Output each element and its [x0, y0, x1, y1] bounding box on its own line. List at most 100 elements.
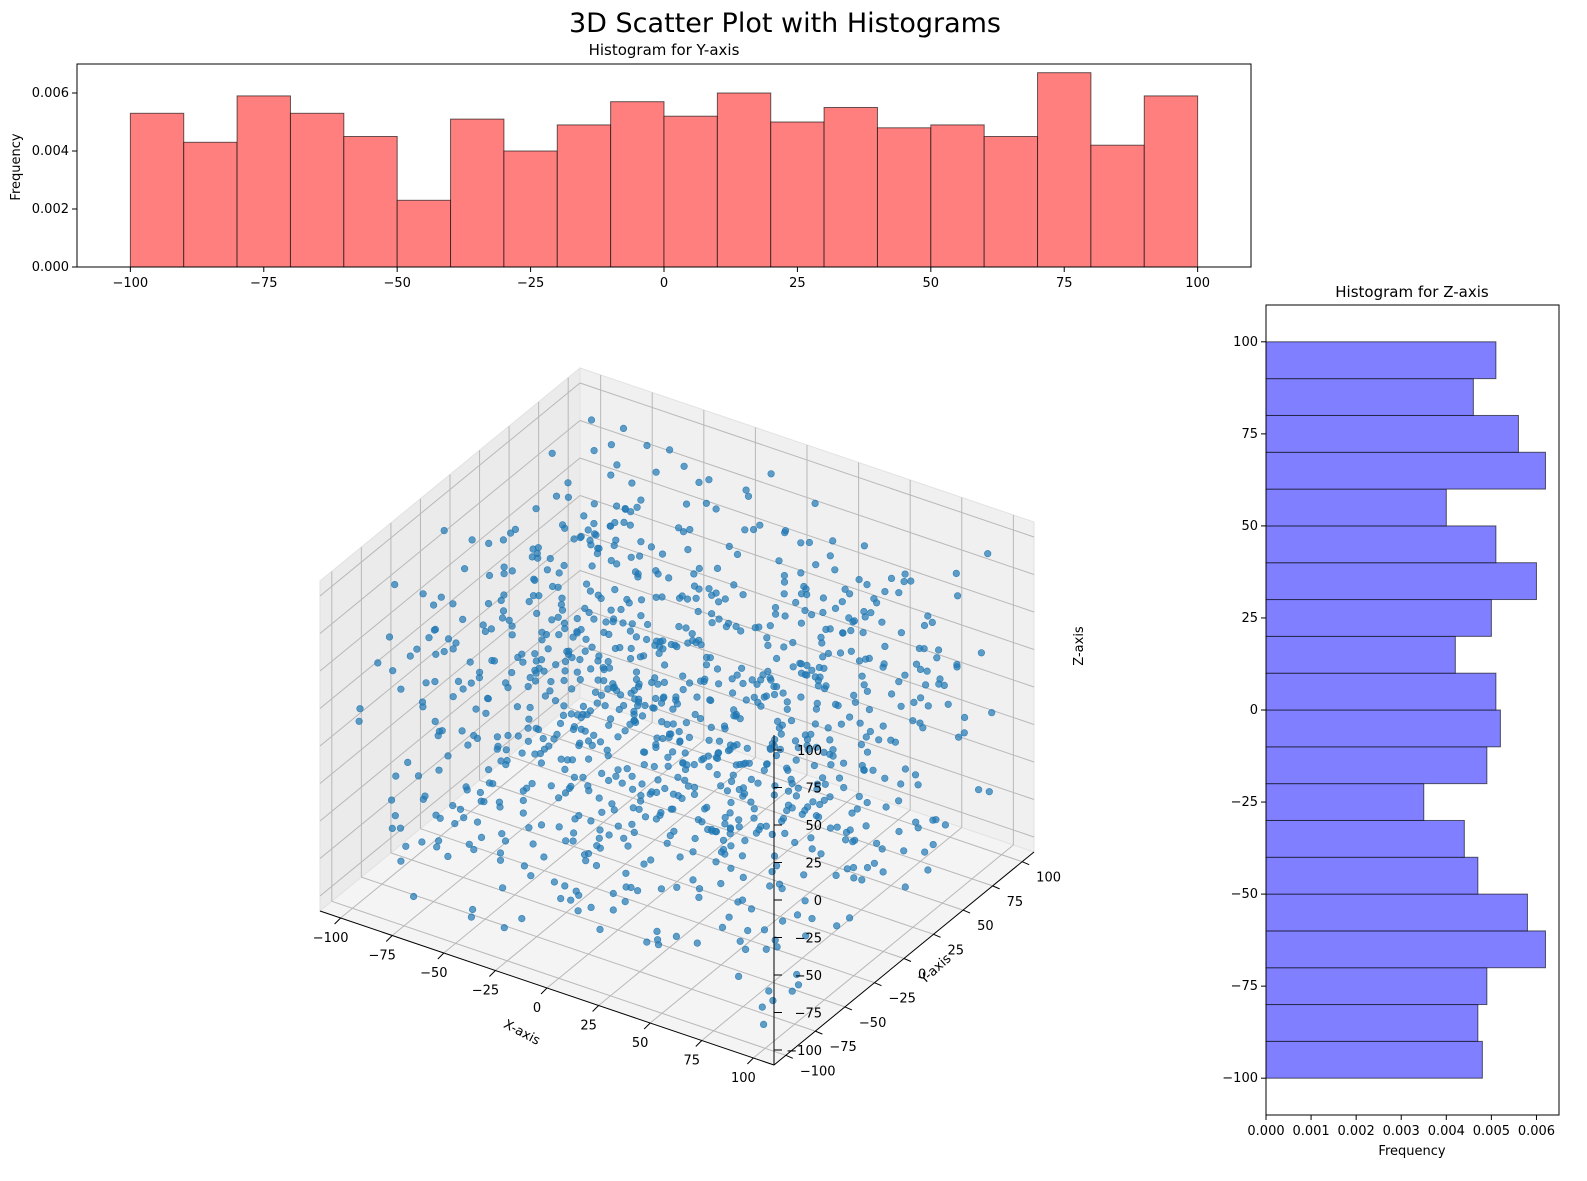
scatter-3d-point — [460, 814, 468, 822]
scatter-3d-point — [657, 885, 666, 893]
scatter-3d-point — [581, 604, 589, 613]
scatter-3d-point — [765, 987, 773, 995]
scatter-3d-point — [778, 817, 786, 825]
scatter-3d-point — [867, 609, 875, 617]
scatter-3d-point — [721, 595, 729, 603]
scatter-3d-point — [664, 762, 672, 770]
scatter-3d-point — [693, 939, 701, 947]
scatter-3d-point — [750, 693, 758, 701]
scatter-3d-point — [591, 688, 600, 696]
scatter-3d-point — [816, 800, 824, 809]
scatter-3d-point — [546, 554, 554, 563]
scatter-3d-point — [437, 593, 445, 601]
scatter-3d-point — [547, 677, 555, 686]
scatter-3d-point — [632, 633, 641, 641]
scatter-3d-point — [707, 610, 716, 618]
y-histogram-xtick-label: 75 — [1056, 276, 1073, 291]
scatter-3d-point — [654, 941, 663, 949]
scatter-3d-point — [682, 624, 690, 632]
scatter-3d-point — [818, 774, 827, 782]
scatter-3d-point — [712, 505, 720, 513]
scatter-3d-ytick-label: 75 — [1007, 895, 1024, 910]
scatter-3d-point — [661, 784, 669, 793]
scatter-3d-point — [392, 772, 400, 780]
scatter-3d-point — [921, 681, 930, 689]
scatter-3d-point — [499, 607, 508, 615]
scatter-3d-point — [598, 769, 606, 778]
scatter-3d-point — [764, 641, 772, 650]
scatter-3d-point — [933, 654, 941, 662]
scatter-3d-point — [637, 596, 646, 604]
scatter-3d-point — [855, 792, 863, 801]
scatter-3d-point — [435, 727, 444, 735]
scatter-3d-point — [537, 759, 546, 767]
scatter-3d-point — [508, 567, 516, 575]
scatter-3d-point — [924, 612, 932, 620]
scatter-3d-point — [468, 536, 476, 544]
scatter-3d-ytick-label: −100 — [800, 1064, 836, 1079]
scatter-3d-point — [628, 785, 637, 793]
scatter-3d-point — [526, 673, 534, 682]
scatter-3d-point — [621, 897, 629, 906]
scatter-3d-gridline — [479, 779, 934, 935]
scatter-3d-point — [665, 574, 673, 582]
scatter-3d-point — [627, 644, 635, 653]
scatter-3d-point — [524, 737, 533, 745]
scatter-3d-point — [572, 887, 580, 895]
scatter-3d-point — [604, 752, 612, 760]
scatter-3d-point — [614, 822, 622, 830]
scatter-3d-point — [742, 696, 750, 704]
scatter-3d-point — [916, 665, 925, 674]
scatter-3d-point — [750, 805, 758, 813]
scatter-3d-ztick-label: 100 — [797, 744, 822, 759]
scatter-3d-grid — [319, 375, 1035, 1059]
scatter-3d-point — [637, 791, 645, 800]
scatter-3d-point — [525, 824, 533, 832]
scatter-3d-point — [385, 633, 394, 641]
scatter-3d-point — [835, 774, 844, 782]
scatter-3d-point — [701, 805, 709, 813]
scatter-3d-gridline — [319, 457, 581, 672]
scatter-3d-point — [727, 842, 735, 850]
scatter-3d-point — [561, 882, 569, 890]
scatter-3d-point — [820, 685, 829, 693]
scatter-3d-point — [459, 685, 467, 693]
scatter-3d-point — [607, 556, 615, 565]
scatter-3d-point — [848, 809, 856, 817]
scatter-3d-xtick-label: −100 — [313, 931, 349, 946]
scatter-3d-point — [537, 656, 546, 664]
scatter-3d-point — [753, 680, 761, 688]
scatter-3d-point — [626, 627, 635, 635]
scatter-3d-point — [766, 882, 774, 890]
scatter-3d-point — [613, 461, 621, 469]
scatter-3d-point — [690, 790, 699, 799]
scatter-3d-point — [584, 526, 592, 534]
scatter-3d-point — [575, 811, 583, 820]
scatter-3d-point — [618, 779, 626, 787]
scatter-3d-point — [741, 836, 749, 845]
scatter-3d-point — [814, 813, 823, 821]
scatter-3d-point — [676, 853, 684, 861]
scatter-3d-point — [797, 693, 805, 701]
z-histogram-ytick-label: −75 — [1231, 979, 1258, 994]
scatter-3d-point — [637, 496, 645, 504]
scatter-3d-point — [714, 680, 723, 688]
scatter-3d-point — [582, 580, 591, 588]
scatter-3d-point — [803, 803, 812, 811]
scatter-3d-point — [869, 766, 877, 774]
scatter-3d-point — [575, 741, 583, 750]
scatter-3d-point — [859, 628, 867, 637]
scatter-3d-point — [897, 629, 906, 637]
scatter-3d-point — [524, 724, 532, 732]
scatter-3d-point — [519, 809, 527, 817]
scatter-3d-panes — [318, 366, 1036, 1066]
scatter-3d-point — [527, 872, 535, 880]
scatter-3d-point — [431, 717, 439, 726]
scatter-3d-point — [695, 564, 703, 573]
scatter-3d-point — [462, 783, 470, 791]
scatter-3d-point — [923, 667, 931, 675]
scatter-3d-point — [554, 613, 562, 621]
y-histogram-xtick-label: −25 — [517, 276, 544, 291]
scatter-3d-point — [866, 727, 875, 736]
scatter-3d-point — [977, 649, 986, 657]
